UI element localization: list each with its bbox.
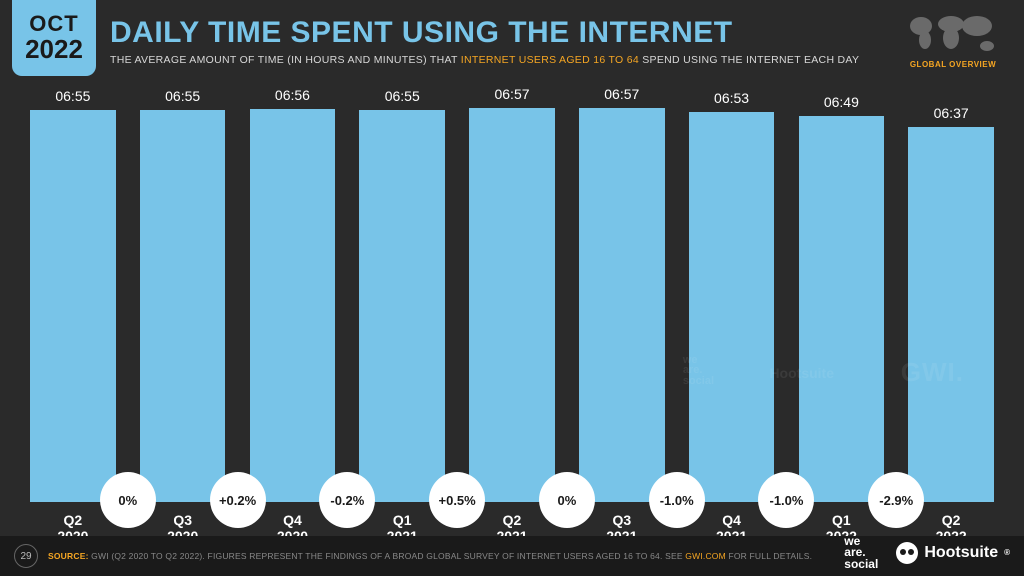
bar: 06:55	[359, 110, 445, 502]
bar-column: 06:55Q32020	[128, 108, 238, 502]
global-overview-label: GLOBAL OVERVIEW	[898, 60, 1008, 69]
source-text-2: FOR FULL DETAILS.	[726, 551, 812, 561]
page-number: 29	[14, 544, 38, 568]
bar-value-label: 06:55	[359, 88, 445, 104]
hootsuite-text: Hootsuite	[924, 544, 998, 562]
bar: 06:53	[689, 112, 775, 502]
date-month: OCT	[29, 13, 78, 35]
bar-value-label: 06:57	[579, 86, 665, 102]
brand-logos: we are. social Hootsuite ®	[844, 536, 1010, 570]
hootsuite-reg: ®	[1004, 548, 1010, 557]
subtitle-highlight: INTERNET USERS AGED 16 TO 64	[461, 54, 639, 66]
source-text-1: GWI (Q2 2020 TO Q2 2022). FIGURES REPRES…	[89, 551, 686, 561]
bar: 06:57	[469, 108, 555, 502]
delta-badge: -2.9%	[868, 472, 924, 528]
source-line: SOURCE: GWI (Q2 2020 TO Q2 2022). FIGURE…	[48, 551, 812, 561]
world-map-icon	[903, 10, 1003, 58]
bar-column: 06:55Q12021	[347, 108, 457, 502]
bar-column: 06:37Q22022	[896, 108, 1006, 502]
bar: 06:57	[579, 108, 665, 502]
wearesocial-logo: we are. social	[844, 536, 878, 570]
bar: 06:49	[799, 116, 885, 502]
bar-column: 06:57Q32021	[567, 108, 677, 502]
delta-badge: +0.5%	[429, 472, 485, 528]
bar-value-label: 06:57	[469, 86, 555, 102]
bar-value-label: 06:49	[799, 94, 885, 110]
delta-badge: 0%	[100, 472, 156, 528]
delta-badge: -1.0%	[649, 472, 705, 528]
subtitle-post: SPEND USING THE INTERNET EACH DAY	[639, 54, 859, 66]
subtitle-pre: THE AVERAGE AMOUNT OF TIME (IN HOURS AND…	[110, 54, 461, 66]
global-overview: GLOBAL OVERVIEW	[898, 10, 1008, 69]
hootsuite-logo: Hootsuite ®	[896, 542, 1010, 564]
bar-chart: 06:55Q2202006:55Q3202006:56Q4202006:55Q1…	[18, 108, 1006, 502]
page-subtitle: THE AVERAGE AMOUNT OF TIME (IN HOURS AND…	[110, 54, 894, 66]
was-line3: social	[844, 559, 878, 570]
delta-badge: -0.2%	[319, 472, 375, 528]
bar-value-label: 06:55	[30, 88, 116, 104]
date-badge: OCT 2022	[12, 0, 96, 76]
bar: 06:55	[140, 110, 226, 502]
owl-icon	[896, 542, 918, 564]
date-year: 2022	[25, 35, 83, 64]
bar-value-label: 06:53	[689, 90, 775, 106]
bar: 06:56	[250, 109, 336, 502]
bar: 06:37	[908, 127, 994, 502]
source-link: GWI.COM	[685, 551, 726, 561]
bar-column: 06:49Q12022	[786, 108, 896, 502]
bar-column: 06:55Q22020	[18, 108, 128, 502]
bar-column: 06:57Q22021	[457, 108, 567, 502]
bar: 06:55	[30, 110, 116, 502]
delta-badge: +0.2%	[210, 472, 266, 528]
bar-value-label: 06:37	[908, 105, 994, 121]
source-label: SOURCE:	[48, 551, 89, 561]
header: DAILY TIME SPENT USING THE INTERNET THE …	[110, 16, 894, 66]
delta-badge: 0%	[539, 472, 595, 528]
bar-column: 06:56Q42020	[238, 108, 348, 502]
bar-value-label: 06:55	[140, 88, 226, 104]
page-title: DAILY TIME SPENT USING THE INTERNET	[110, 16, 894, 50]
bar-value-label: 06:56	[250, 87, 336, 103]
bar-column: 06:53Q42021	[677, 108, 787, 502]
